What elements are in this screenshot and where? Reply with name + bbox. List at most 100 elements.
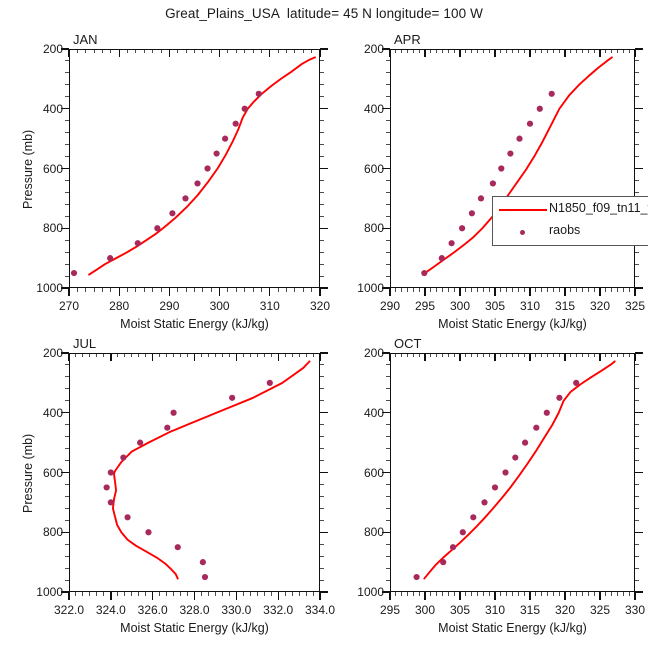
y-tick-minor (386, 376, 390, 378)
x-tick-minor (471, 288, 473, 292)
x-tick-major (277, 592, 279, 600)
y-tick-major (382, 471, 390, 474)
x-tick-minor (576, 288, 578, 292)
x-tick-minor (286, 288, 288, 292)
x-tick-minor (436, 288, 438, 292)
y-tick-label: 800 (42, 221, 63, 236)
y-tick-minor (65, 156, 69, 158)
y-tick-minor (65, 251, 69, 253)
x-tick-minor (430, 288, 432, 292)
x-tick-minor (535, 288, 537, 292)
x-tick-minor (143, 288, 145, 292)
x-tick-minor (587, 288, 589, 292)
x-tick-major (599, 288, 601, 296)
x-tick-minor (617, 288, 618, 292)
x-tick-minor (436, 49, 438, 53)
x-tick-minor (558, 592, 560, 596)
x-tick-minor (593, 288, 595, 292)
x-tick-minor (135, 288, 137, 292)
y-tick-minor (320, 567, 324, 569)
y-tick-minor (386, 203, 390, 205)
x-tick-minor (412, 592, 414, 596)
x-tick-minor (506, 288, 508, 292)
x-tick-minor (570, 592, 572, 596)
x-tick-minor (447, 592, 449, 596)
panel-title-jan: JAN (73, 32, 98, 47)
x-tick-minor (523, 353, 525, 357)
y-tick-minor (320, 156, 324, 158)
x-tick-minor (535, 592, 537, 596)
x-tick-minor (535, 353, 537, 357)
x-tick-minor (617, 49, 618, 53)
y-tick-major-inner (635, 471, 643, 474)
x-tick-minor (227, 288, 229, 292)
y-tick-label: 600 (363, 465, 384, 480)
x-tick-label: 295 (379, 603, 401, 617)
x-tick-minor (453, 49, 455, 53)
x-tick-minor (152, 288, 154, 292)
y-tick-minor (635, 84, 639, 86)
x-tick-minor (453, 288, 455, 292)
x-tick-minor (221, 592, 223, 596)
y-tick-minor (386, 555, 390, 557)
x-tick-minor (242, 353, 244, 357)
x-tick-minor (127, 49, 129, 53)
y-tick-minor (320, 132, 324, 134)
x-tick-minor (523, 49, 525, 53)
x-tick-minor (482, 353, 484, 357)
x-tick-label: 305 (484, 299, 506, 313)
x-tick-major-top (424, 49, 426, 57)
x-tick-minor (145, 353, 147, 357)
x-tick-minor (85, 49, 87, 53)
x-tick-minor (298, 353, 300, 357)
x-tick-label: 315 (519, 603, 541, 617)
x-tick-minor (235, 49, 237, 53)
x-tick-minor (500, 288, 502, 292)
x-tick-minor (160, 288, 162, 292)
x-tick-minor (412, 353, 414, 357)
y-tick-minor (65, 448, 69, 450)
x-tick-label: 300 (414, 603, 436, 617)
y-tick-minor (386, 120, 390, 122)
x-tick-minor (96, 592, 98, 596)
x-tick-minor (517, 353, 519, 357)
y-tick-major-inner (635, 167, 643, 170)
x-tick-minor (214, 592, 216, 596)
y-tick-minor (635, 191, 639, 193)
x-tick-minor (552, 353, 554, 357)
y-tick-label: 400 (42, 405, 63, 420)
x-axis-title-apr: Moist Static Energy (kJ/kg) (438, 317, 587, 331)
page-title: Great_Plains_USA latitude= 45 N longitud… (165, 6, 483, 21)
x-tick-minor (110, 288, 112, 292)
x-tick-minor (159, 592, 161, 596)
x-tick-minor (471, 592, 473, 596)
y-tick-minor (65, 376, 69, 378)
x-tick-minor (242, 592, 244, 596)
x-tick-minor (401, 49, 403, 53)
x-tick-minor (552, 288, 554, 292)
x-tick-minor (263, 353, 265, 357)
y-tick-minor (320, 495, 324, 497)
x-tick-major (68, 592, 70, 600)
x-tick-major-top (118, 49, 120, 57)
x-tick-minor (284, 592, 286, 596)
x-tick-minor (570, 49, 572, 53)
x-tick-major (599, 592, 601, 600)
y-tick-minor (320, 555, 324, 557)
x-tick-major (564, 288, 566, 296)
y-tick-minor (635, 483, 639, 485)
x-tick-label: 315 (554, 299, 576, 313)
x-tick-minor (407, 353, 408, 357)
y-tick-major-inner (635, 48, 643, 50)
x-tick-minor (558, 288, 560, 292)
x-tick-major (319, 592, 321, 600)
x-tick-minor (418, 49, 420, 53)
x-tick-minor (477, 49, 478, 53)
x-tick-minor (506, 49, 508, 53)
x-tick-minor (260, 49, 262, 53)
x-tick-minor (482, 288, 484, 292)
x-tick-minor (227, 49, 229, 53)
y-tick-major (382, 167, 390, 170)
x-tick-minor (552, 592, 554, 596)
y-tick-minor (635, 388, 639, 390)
